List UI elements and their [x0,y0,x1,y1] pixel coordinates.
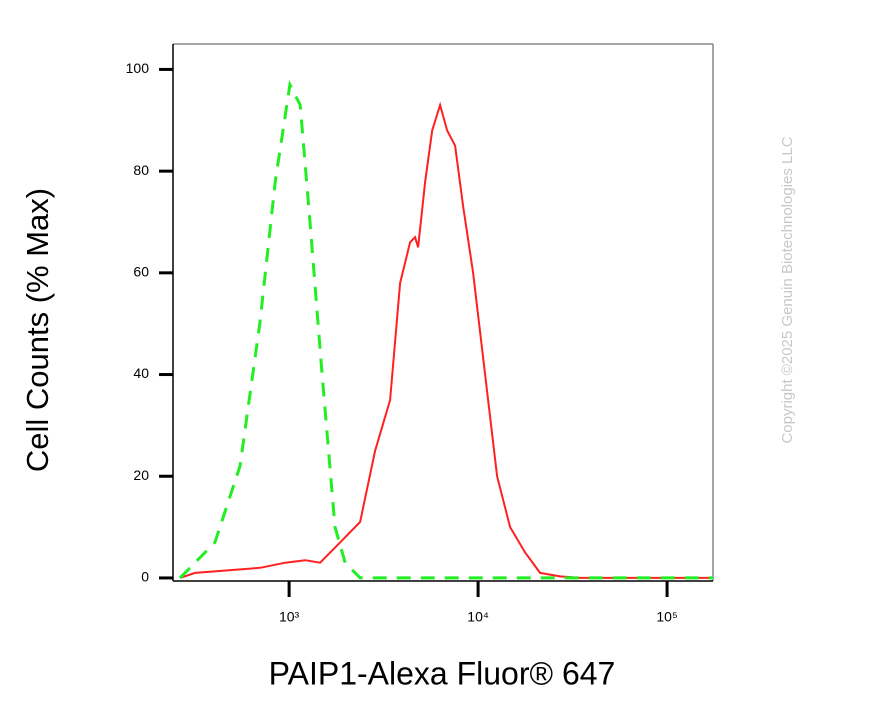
y-tick-label: 0 [141,569,149,585]
series-line [179,101,713,579]
y-tick-label: 40 [133,365,149,381]
series-line [179,79,713,580]
y-tick-label: 20 [133,467,149,483]
x-tick-label: 10⁵ [656,609,677,625]
y-axis-label: Cell Counts (% Max) [20,188,55,472]
x-tick-label: 10⁴ [467,609,489,625]
y-tick-label: 80 [133,162,149,178]
x-tick-label: 10³ [279,609,300,625]
y-tick-label: 60 [133,264,149,280]
y-tick-label: 100 [126,60,150,76]
x-axis-label: PAIP1-Alexa Fluor® 647 [269,655,616,691]
watermark: Copyright ©2025 Genuin Biotechnologies L… [779,136,796,443]
